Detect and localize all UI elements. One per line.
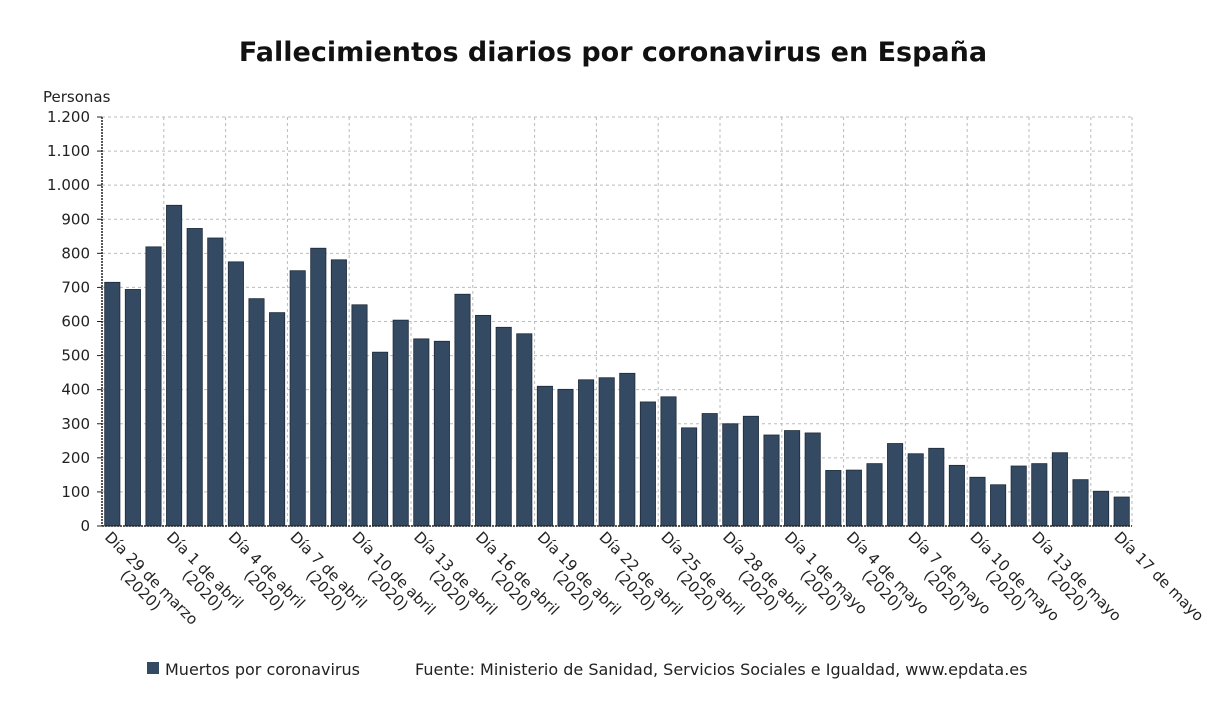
legend-label: Muertos por coronavirus [165, 660, 360, 679]
bar [784, 430, 801, 527]
x-tick-label-line1: Día 17 de mayo [1111, 528, 1208, 625]
bar [1010, 465, 1027, 527]
bar [845, 469, 862, 527]
chart-title: Fallecimientos diarios por coronavirus e… [239, 37, 987, 68]
bar [887, 443, 904, 527]
y-tick-label: 400 [61, 381, 90, 399]
bar [990, 484, 1007, 527]
y-axis-label: Personas [43, 88, 111, 106]
bar [227, 261, 244, 527]
y-tick-label: 500 [61, 347, 90, 365]
bar [1072, 479, 1089, 527]
bar [207, 237, 224, 527]
y-tick-label: 800 [61, 244, 90, 262]
bar [248, 298, 265, 527]
bar [907, 453, 924, 527]
bar [660, 396, 677, 527]
y-tick-label: 0 [80, 517, 90, 535]
bar [701, 413, 718, 527]
y-tick-label: 1.200 [47, 108, 90, 126]
bar [124, 289, 141, 527]
bar [557, 388, 574, 527]
bar [536, 385, 553, 527]
bar [1113, 496, 1130, 527]
bar [330, 259, 347, 527]
bar [454, 293, 471, 527]
bar [578, 379, 595, 527]
bar [639, 401, 656, 527]
bar [928, 447, 945, 527]
bar [948, 464, 965, 527]
bar [1031, 463, 1048, 527]
bar [269, 312, 286, 527]
y-tick-label: 600 [61, 313, 90, 331]
bar [413, 338, 430, 527]
bar [516, 333, 533, 527]
bar [166, 204, 183, 527]
bar [104, 281, 121, 527]
bar [619, 372, 636, 527]
bar [763, 434, 780, 527]
y-axis: 0 100 200 300 400 500 600 700 800 900 1.000 1.100 1.… [47, 108, 102, 535]
y-tick-label: 200 [61, 449, 90, 467]
bar [1051, 452, 1068, 527]
bar [475, 314, 492, 527]
legend-swatch [147, 662, 159, 674]
x-tick-label: Día 17 de mayo [1111, 528, 1208, 625]
y-tick-label: 700 [61, 278, 90, 296]
bar [433, 340, 450, 527]
y-tick-label: 100 [61, 483, 90, 501]
bar [681, 427, 698, 527]
bar [495, 326, 512, 527]
bar [866, 463, 883, 527]
x-axis: Día 29 de marzo(2020)Día 1 de abril(2020… [101, 528, 1208, 628]
bar [351, 304, 368, 527]
bars [104, 204, 1130, 527]
bar [372, 351, 389, 527]
bar [1093, 490, 1110, 527]
bar [145, 246, 162, 527]
bar [289, 270, 306, 527]
bar [804, 432, 821, 527]
bar [310, 247, 327, 527]
grid [102, 116, 1133, 526]
bar [722, 423, 739, 527]
y-tick-label: 900 [61, 210, 90, 228]
bar [742, 415, 759, 527]
source-note: Fuente: Ministerio de Sanidad, Servicios… [415, 660, 1027, 679]
bar [969, 476, 986, 527]
bar [598, 377, 615, 527]
y-tick-label: 300 [61, 415, 90, 433]
bar [825, 470, 842, 527]
y-tick-label: 1.000 [47, 176, 90, 194]
bar [186, 228, 203, 527]
y-tick-label: 1.100 [47, 142, 90, 160]
bar [392, 319, 409, 527]
